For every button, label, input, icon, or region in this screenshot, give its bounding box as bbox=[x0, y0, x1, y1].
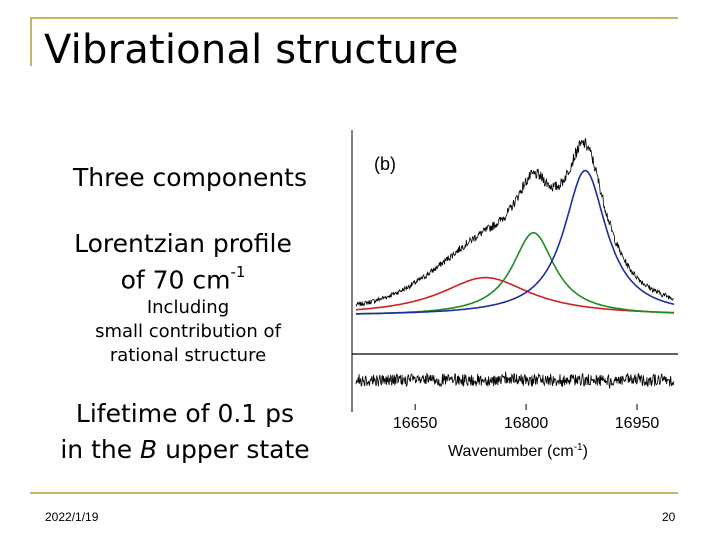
x-axis-label-main: Wavenumber (cm bbox=[448, 443, 574, 460]
lorentzian-width: of 70 cm bbox=[120, 265, 231, 295]
spectrum-figure: 16650 16800 16950 (b) Wavenumber (cm-1) bbox=[351, 130, 678, 460]
components-text: Three components bbox=[72, 163, 307, 192]
x-axis-label-exponent: -1 bbox=[574, 442, 583, 453]
footer-rule bbox=[30, 492, 678, 494]
x-axis-label: Wavenumber (cm-1) bbox=[448, 442, 588, 460]
slide-title: Vibrational structure bbox=[44, 27, 459, 73]
lifetime-prefix: in the bbox=[60, 435, 141, 464]
page-number: 20 bbox=[662, 510, 676, 524]
spectrum-data-line bbox=[355, 138, 675, 307]
x-axis-label-close: ) bbox=[583, 443, 588, 460]
including-line-3: rational structure bbox=[109, 345, 267, 366]
title-frame-top-rule bbox=[30, 17, 678, 19]
panel-label: (b) bbox=[374, 154, 396, 174]
residual-trace bbox=[355, 371, 675, 389]
footer-date: 2022/1/19 bbox=[45, 510, 99, 524]
including-line-1: Including bbox=[146, 297, 230, 318]
lorentzian-unit-exponent: -1 bbox=[230, 263, 246, 281]
lorentzian-line-2: of 70 cm-1 bbox=[33, 259, 333, 295]
fit-component-1 bbox=[355, 276, 674, 314]
state-label: B bbox=[140, 435, 158, 464]
figure-frame bbox=[351, 130, 678, 412]
lifetime-line-2: in the B upper state bbox=[30, 432, 340, 468]
lifetime-text: Lifetime of 0.1 ps in the B upper state bbox=[30, 396, 340, 468]
x-tick-label-16650: 16650 bbox=[393, 415, 438, 432]
title-frame-left-rule bbox=[30, 17, 32, 66]
residual-line bbox=[355, 371, 675, 389]
lifetime-suffix: upper state bbox=[157, 435, 310, 464]
including-text: Including small contribution of rational… bbox=[38, 296, 338, 368]
lorentzian-text: Lorentzian profile of 70 cm-1 bbox=[33, 228, 333, 295]
spectrum-data-trace bbox=[355, 138, 675, 307]
lifetime-line-1: Lifetime of 0.1 ps bbox=[75, 399, 295, 428]
x-tick-label-16800: 16800 bbox=[504, 415, 549, 432]
fit-curves bbox=[355, 169, 675, 315]
including-line-2: small contribution of bbox=[95, 321, 281, 342]
x-axis-ticks: 16650 16800 16950 bbox=[393, 404, 659, 432]
x-tick-label-16950: 16950 bbox=[615, 415, 660, 432]
fit-component-3 bbox=[356, 169, 675, 315]
lorentzian-line-1: Lorentzian profile bbox=[74, 229, 292, 258]
